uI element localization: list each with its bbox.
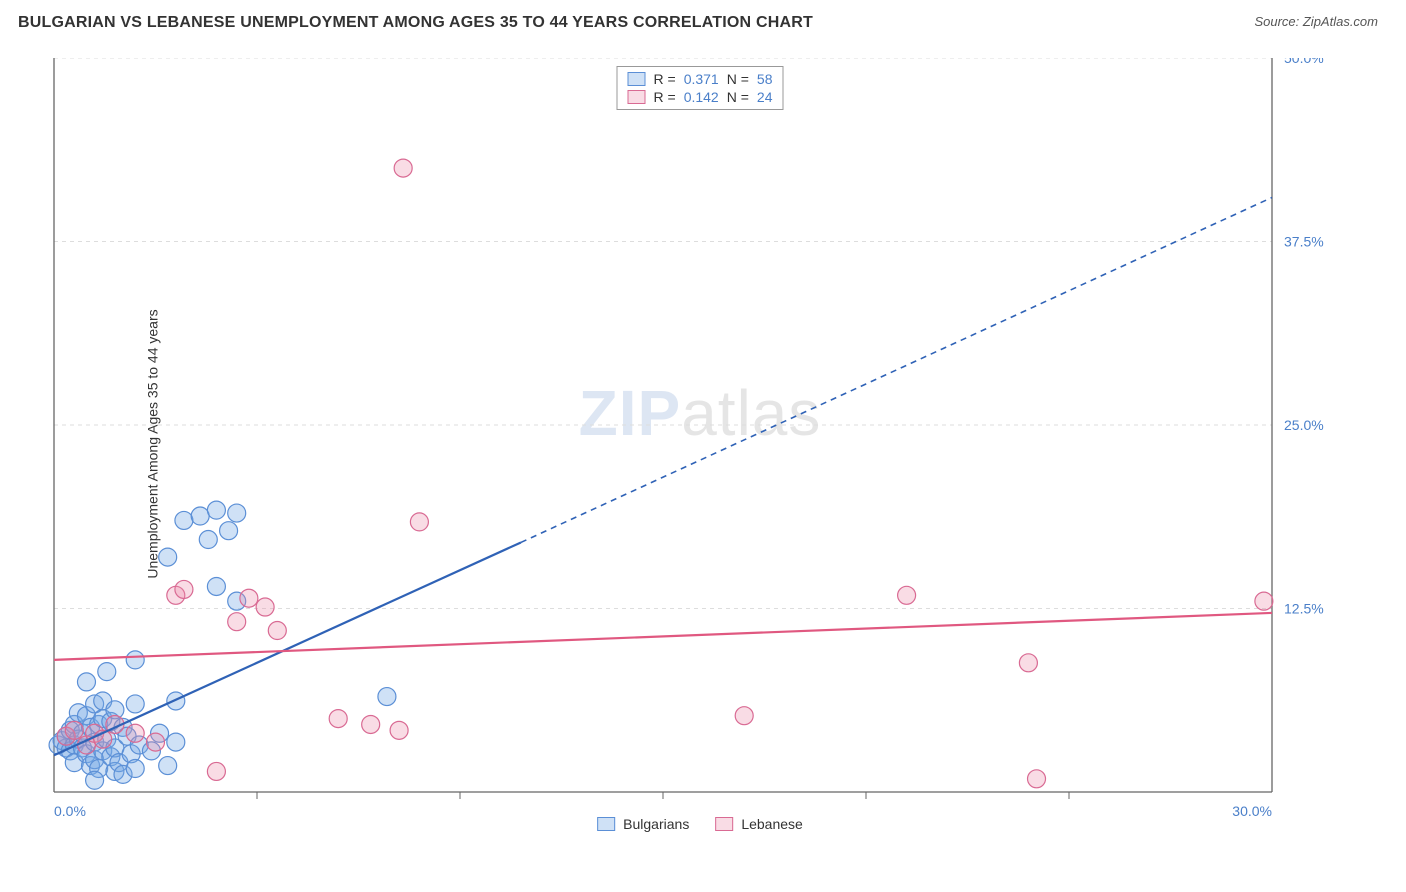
- svg-text:30.0%: 30.0%: [1232, 803, 1272, 819]
- legend-n-label: N =: [727, 71, 749, 87]
- legend-correlation: R = 0.371 N = 58R = 0.142 N = 24: [617, 66, 784, 110]
- legend-series-item: Lebanese: [715, 816, 803, 832]
- legend-series-label: Lebanese: [741, 816, 803, 832]
- legend-swatch: [597, 817, 615, 831]
- source-label: Source:: [1254, 14, 1302, 29]
- legend-r-label: R =: [654, 89, 676, 105]
- svg-text:50.0%: 50.0%: [1284, 58, 1324, 66]
- correlation-chart: Unemployment Among Ages 35 to 44 years Z…: [46, 58, 1354, 830]
- legend-swatch: [628, 90, 646, 104]
- svg-text:25.0%: 25.0%: [1284, 417, 1324, 433]
- legend-series-item: Bulgarians: [597, 816, 689, 832]
- legend-n-label: N =: [727, 89, 749, 105]
- svg-text:0.0%: 0.0%: [54, 803, 86, 819]
- page-title: BULGARIAN VS LEBANESE UNEMPLOYMENT AMONG…: [18, 14, 813, 32]
- legend-n-value: 24: [757, 89, 773, 105]
- scatter-plot-svg: 0.0% 30.0% 12.5% 25.0% 37.5% 50.0%: [46, 58, 1354, 830]
- legend-correlation-row: R = 0.371 N = 58: [628, 71, 773, 87]
- legend-n-value: 58: [757, 71, 773, 87]
- legend-swatch: [628, 72, 646, 86]
- legend-r-value: 0.371: [684, 71, 719, 87]
- legend-series: Bulgarians Lebanese: [597, 816, 803, 832]
- svg-text:37.5%: 37.5%: [1284, 234, 1324, 250]
- source-name: ZipAtlas.com: [1303, 14, 1378, 29]
- legend-swatch: [715, 817, 733, 831]
- legend-series-label: Bulgarians: [623, 816, 689, 832]
- legend-correlation-row: R = 0.142 N = 24: [628, 89, 773, 105]
- svg-text:12.5%: 12.5%: [1284, 601, 1324, 617]
- source-attribution: Source: ZipAtlas.com: [1254, 14, 1378, 29]
- legend-r-value: 0.142: [684, 89, 719, 105]
- legend-r-label: R =: [654, 71, 676, 87]
